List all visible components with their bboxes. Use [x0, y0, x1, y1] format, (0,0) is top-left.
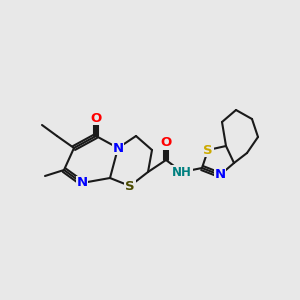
- Text: NH: NH: [172, 166, 192, 178]
- Text: O: O: [160, 136, 172, 149]
- Text: O: O: [90, 112, 102, 124]
- Text: N: N: [76, 176, 88, 190]
- Text: S: S: [125, 179, 135, 193]
- Text: S: S: [203, 143, 213, 157]
- Text: N: N: [214, 169, 226, 182]
- Text: N: N: [112, 142, 124, 154]
